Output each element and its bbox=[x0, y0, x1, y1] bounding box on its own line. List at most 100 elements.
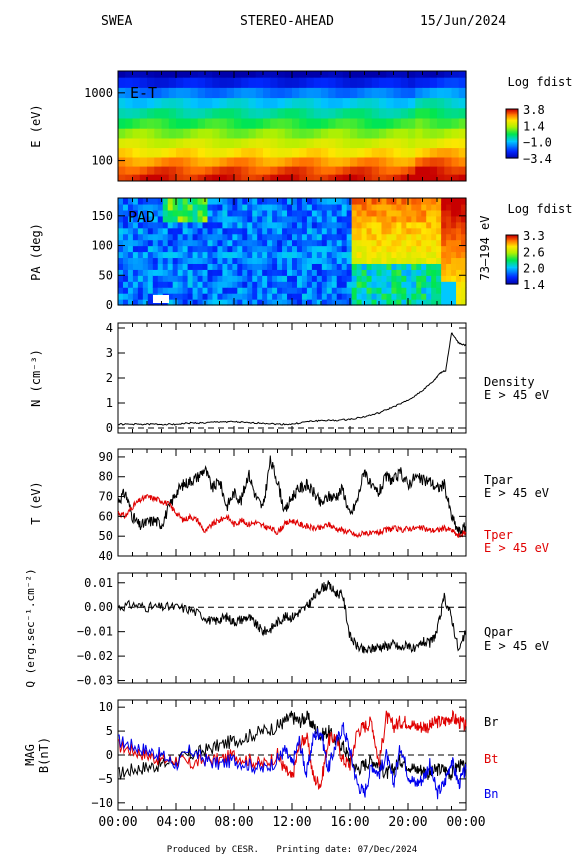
spectrogram-cell bbox=[393, 77, 402, 89]
colorbar-step bbox=[506, 128, 518, 131]
pad-cell bbox=[301, 257, 308, 264]
pad-cell bbox=[252, 287, 258, 294]
spectrogram-cell bbox=[313, 71, 322, 79]
spectrogram-cell bbox=[415, 157, 424, 168]
spectrogram-cell bbox=[393, 166, 402, 176]
pad-cell bbox=[381, 221, 388, 229]
pad-cell bbox=[446, 209, 452, 217]
spectrogram-cell bbox=[219, 108, 228, 119]
pad-cell bbox=[232, 233, 238, 241]
y-axis-title: PA (deg) bbox=[29, 223, 43, 281]
spectrogram-cell bbox=[458, 157, 467, 168]
pad-cell bbox=[391, 275, 397, 282]
spectrogram-cell bbox=[415, 118, 424, 130]
pad-cell bbox=[192, 281, 199, 288]
pad-cell bbox=[177, 198, 184, 205]
pad-cell bbox=[137, 233, 144, 241]
pad-cell bbox=[341, 299, 348, 306]
pad-cell bbox=[391, 203, 397, 211]
pad-cell bbox=[207, 221, 214, 229]
pad-cell bbox=[311, 257, 318, 264]
pad-cell bbox=[426, 227, 432, 235]
spectrogram-cell bbox=[458, 87, 467, 99]
colorbar-step bbox=[506, 149, 518, 152]
spectrogram-cell bbox=[444, 108, 453, 119]
pad-cell bbox=[292, 198, 298, 205]
pad-cell bbox=[451, 215, 457, 223]
pad-cell bbox=[127, 227, 134, 235]
pad-cell bbox=[411, 233, 417, 241]
pad-cell bbox=[366, 203, 373, 211]
spectrogram-cell bbox=[371, 174, 380, 182]
pad-cell bbox=[376, 245, 383, 253]
pad-cell bbox=[287, 245, 293, 253]
pad-cell bbox=[406, 221, 412, 229]
spectrogram-cell bbox=[241, 166, 250, 176]
pad-cell bbox=[426, 209, 432, 217]
colorbar-step bbox=[506, 131, 518, 133]
pad-cell bbox=[217, 209, 223, 217]
pad-cell bbox=[356, 269, 363, 276]
pad-cell bbox=[192, 275, 199, 282]
pad-cell bbox=[326, 203, 333, 211]
pad-cell bbox=[386, 203, 393, 211]
pad-cell bbox=[401, 263, 407, 270]
pad-cell bbox=[197, 245, 204, 253]
y-tick-label: 50 bbox=[99, 268, 113, 282]
spectrogram-cell bbox=[364, 98, 373, 109]
pad-cell bbox=[247, 215, 253, 223]
pad-cell bbox=[172, 215, 179, 223]
pad-cell bbox=[267, 209, 273, 217]
pad-cell bbox=[237, 215, 243, 223]
spectrogram-cell bbox=[415, 174, 424, 182]
pad-cell bbox=[277, 293, 283, 300]
spectrogram-cell bbox=[429, 138, 438, 149]
spectrogram-cell bbox=[458, 108, 467, 119]
pad-cell bbox=[381, 257, 388, 264]
pad-cell bbox=[296, 263, 303, 270]
pad-cell bbox=[132, 275, 139, 282]
pad-cell bbox=[436, 221, 442, 229]
pad-cell bbox=[376, 287, 383, 294]
pad-cell bbox=[147, 269, 154, 276]
spectrogram-cell bbox=[139, 138, 148, 149]
spectrogram-cell bbox=[342, 71, 351, 79]
spectrogram-cell bbox=[400, 148, 409, 158]
pad-cell bbox=[356, 263, 363, 270]
pad-cell bbox=[207, 245, 214, 253]
spectrogram-cell bbox=[161, 108, 170, 119]
spectrogram-cell bbox=[400, 138, 409, 149]
pad-cell bbox=[386, 281, 393, 288]
colorbar-step bbox=[506, 126, 518, 128]
pad-cell bbox=[371, 269, 378, 276]
spectrogram-cell bbox=[118, 128, 126, 139]
spectrogram-cell bbox=[139, 166, 148, 176]
colorbar-step bbox=[506, 117, 518, 120]
pad-cell bbox=[118, 198, 124, 205]
spectrogram-cell bbox=[386, 148, 395, 158]
spectrogram-cell bbox=[335, 174, 344, 182]
spectrogram-cell bbox=[306, 118, 315, 130]
pad-cell bbox=[232, 293, 238, 300]
spectrogram-cell bbox=[429, 128, 438, 139]
pad-cell bbox=[381, 209, 388, 217]
pad-cell bbox=[257, 251, 263, 259]
pad-cell bbox=[426, 245, 432, 253]
spectrogram-cell bbox=[379, 87, 387, 99]
spectrogram-cell bbox=[125, 148, 134, 158]
pad-cell bbox=[426, 263, 432, 270]
spectrogram-cell bbox=[219, 148, 228, 158]
spectrogram-cell bbox=[226, 174, 235, 182]
pad-cell bbox=[122, 227, 129, 235]
colorbar-step bbox=[506, 137, 518, 139]
spectrogram-cell bbox=[364, 174, 373, 182]
colorbar-step bbox=[506, 235, 518, 237]
pad-cell bbox=[361, 269, 368, 276]
pad-cell bbox=[341, 203, 348, 211]
spectrogram-cell bbox=[328, 128, 337, 139]
pad-cell bbox=[431, 293, 437, 300]
colorbar-step bbox=[506, 261, 518, 264]
spectrogram-cell bbox=[161, 128, 170, 139]
pad-cell bbox=[461, 299, 467, 306]
spectrogram-cell bbox=[342, 138, 351, 149]
